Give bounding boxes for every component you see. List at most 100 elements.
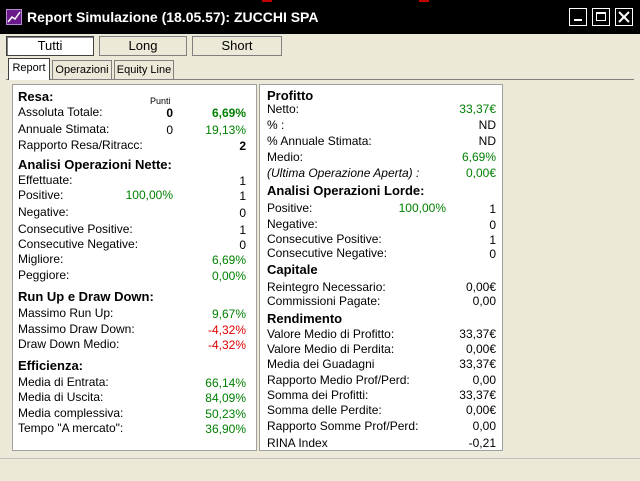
lorde-positive-label: Positive:	[267, 201, 313, 215]
somma-perdite-value: 0,00€	[465, 403, 496, 417]
runup-heading: Run Up e Draw Down:	[18, 289, 154, 304]
profitto-heading: Profitto	[267, 88, 314, 103]
migliore-label: Migliore:	[18, 252, 64, 266]
assoluta-label: Assoluta Totale:	[18, 105, 103, 119]
complessiva-label: Media complessiva:	[18, 406, 124, 420]
dd-medio-label: Draw Down Medio:	[18, 337, 120, 351]
lorde-cons-negative-label: Consecutive Negative:	[267, 246, 388, 260]
lorde-cons-positive-label: Consecutive Positive:	[267, 232, 382, 246]
short-button[interactable]: Short	[192, 36, 282, 56]
red-marker	[419, 0, 429, 2]
vm-profitto-value: 33,37€	[459, 327, 496, 341]
assoluta-punti: 0	[166, 106, 173, 120]
direction-filter: Tutti Long Short	[0, 34, 640, 58]
uscita-label: Media di Uscita:	[18, 390, 104, 404]
effettuate-value: 1	[239, 174, 246, 188]
efficienza-heading: Efficienza:	[18, 358, 84, 373]
status-bar	[0, 458, 640, 481]
rapporto-somme-label: Rapporto Somme Prof/Perd:	[267, 419, 419, 433]
tutti-button[interactable]: Tutti	[6, 36, 94, 56]
tempo-label: Tempo "A mercato":	[18, 421, 124, 435]
commissioni-value: 0,00	[472, 294, 496, 308]
negative-value: 0	[239, 206, 246, 220]
ultima-operazione-label: (Ultima Operazione Aperta) :	[267, 166, 420, 180]
reintegro-value: 0,00€	[465, 280, 496, 294]
lorde-positive-pct: 100,00%	[398, 201, 446, 215]
max-runup-value: 9,67%	[211, 307, 246, 321]
somma-profitti-label: Somma dei Profitti:	[267, 388, 369, 402]
lorde-positive-value: 1	[489, 202, 496, 216]
ultima-operazione-value: 0,00€	[465, 166, 496, 180]
max-runup-label: Massimo Run Up:	[18, 306, 114, 320]
lorde-negative-value: 0	[489, 218, 496, 232]
analisi-nette-heading: Analisi Operazioni Nette:	[18, 157, 172, 172]
tempo-value: 36,90%	[205, 422, 246, 436]
peggiore-label: Peggiore:	[18, 268, 70, 282]
uscita-value: 84,09%	[205, 391, 246, 405]
close-icon[interactable]	[615, 8, 633, 26]
right-report-panel: Profitto Netto: 33,37€ % : ND % Annuale …	[259, 84, 503, 451]
effettuate-label: Effettuate:	[18, 173, 73, 187]
netto-label: Netto:	[267, 102, 300, 116]
migliore-value: 6,69%	[211, 253, 246, 267]
title-bar[interactable]: Report Simulazione (18.05.57): ZUCCHI SP…	[0, 0, 640, 34]
capitale-heading: Capitale	[267, 262, 318, 277]
left-report-panel: Resa: Punti Assoluta Totale: 0 6,69% Ann…	[12, 84, 257, 451]
annuale-stimata-value: ND	[478, 134, 496, 148]
cons-positive-label: Consecutive Positive:	[18, 222, 133, 236]
resa-heading: Resa:	[18, 89, 54, 104]
complessiva-value: 50,23%	[205, 407, 246, 421]
tab-report[interactable]: Report	[8, 58, 50, 80]
rapporto-medio-value: 0,00	[472, 373, 496, 387]
red-marker	[262, 0, 272, 2]
commissioni-label: Commissioni Pagate:	[267, 294, 381, 308]
window-title: Report Simulazione (18.05.57): ZUCCHI SP…	[27, 9, 319, 25]
positive-pct: 100,00%	[125, 188, 173, 202]
reintegro-label: Reintegro Necessario:	[267, 280, 386, 294]
vm-profitto-label: Valore Medio di Profitto:	[267, 327, 395, 341]
assoluta-pct: 6,69%	[211, 106, 246, 120]
rapporto-value: 2	[239, 139, 246, 153]
cons-negative-label: Consecutive Negative:	[18, 237, 139, 251]
somma-perdite-label: Somma delle Perdite:	[267, 403, 382, 417]
media-guadagni-label: Media dei Guadagni	[267, 357, 375, 371]
rendimento-heading: Rendimento	[267, 311, 343, 326]
peggiore-value: 0,00%	[211, 269, 246, 283]
annuale-label: Annuale Stimata:	[18, 122, 110, 136]
tab-equity-line[interactable]: Equity Line	[114, 60, 174, 79]
medio-label: Medio:	[267, 150, 304, 164]
annuale-punti: 0	[166, 123, 173, 137]
max-dd-label: Massimo Draw Down:	[18, 322, 135, 336]
cons-positive-value: 1	[239, 223, 246, 237]
annuale-stimata-label: % Annuale Stimata:	[267, 134, 372, 148]
positive-label: Positive:	[18, 188, 64, 202]
maximize-icon[interactable]	[592, 8, 610, 26]
long-button[interactable]: Long	[99, 36, 187, 56]
negative-label: Negative:	[18, 205, 69, 219]
pct-value: ND	[478, 118, 496, 132]
rina-index-value: -0,21	[468, 436, 496, 450]
rapporto-label: Rapporto Resa/Ritracc:	[18, 138, 143, 152]
tab-divider	[6, 79, 634, 80]
max-dd-value: -4,32%	[207, 323, 246, 337]
positive-value: 1	[239, 189, 246, 203]
punti-column-header: Punti	[150, 96, 171, 106]
tab-operazioni[interactable]: Operazioni	[52, 60, 112, 79]
rina-index-label: RINA Index	[267, 436, 328, 450]
cons-negative-value: 0	[239, 238, 246, 252]
minimize-icon[interactable]	[569, 8, 587, 26]
lorde-cons-positive-value: 1	[489, 233, 496, 247]
medio-value: 6,69%	[461, 150, 496, 164]
vm-perdita-label: Valore Medio di Perdita:	[267, 342, 395, 356]
lorde-negative-label: Negative:	[267, 217, 318, 231]
entrata-label: Media di Entrata:	[18, 375, 109, 389]
dd-medio-value: -4,32%	[207, 338, 246, 352]
analisi-lorde-heading: Analisi Operazioni Lorde:	[267, 183, 425, 198]
rapporto-medio-label: Rapporto Medio Prof/Perd:	[267, 373, 410, 387]
vm-perdita-value: 0,00€	[465, 342, 496, 356]
chart-app-icon	[6, 9, 22, 25]
lorde-cons-negative-value: 0	[489, 247, 496, 261]
netto-value: 33,37€	[459, 102, 496, 116]
annuale-pct: 19,13%	[205, 123, 246, 137]
